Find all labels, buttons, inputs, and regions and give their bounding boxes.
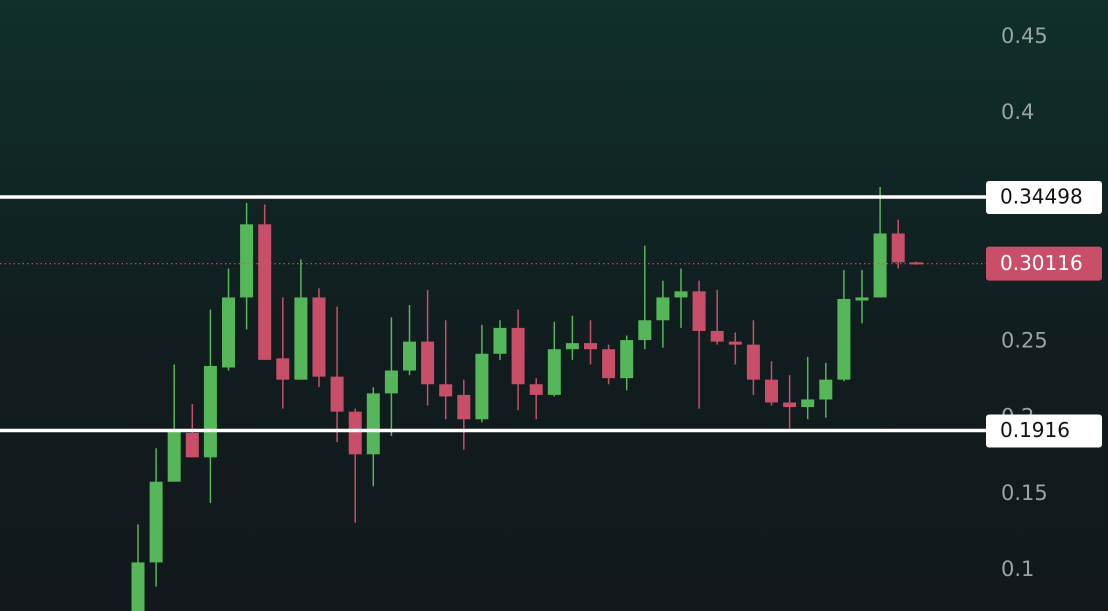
- candle-body: [312, 297, 326, 377]
- candle-body: [529, 384, 543, 395]
- candle-body: [131, 562, 145, 611]
- candle-body: [348, 411, 362, 455]
- candle-body: [384, 370, 398, 394]
- candle-body: [602, 349, 616, 379]
- candle-body: [366, 393, 380, 455]
- candle-body: [547, 349, 561, 395]
- candle-body: [203, 365, 217, 458]
- candle-body: [837, 298, 851, 380]
- candle-body: [584, 343, 597, 350]
- candle-body: [421, 341, 435, 385]
- candle-body: [873, 233, 887, 298]
- candle-body: [149, 481, 163, 563]
- candle-body: [819, 379, 833, 400]
- level-box: [986, 180, 1102, 214]
- candle-body: [692, 291, 706, 331]
- candle-body: [276, 358, 290, 380]
- y-tick-label: 0.25: [1001, 329, 1048, 353]
- candle-body: [167, 431, 181, 482]
- candle-body: [674, 291, 688, 298]
- level-box: [986, 414, 1102, 448]
- candle-body: [656, 297, 670, 321]
- y-tick-label: 0.15: [1001, 481, 1048, 505]
- candle-body: [783, 402, 797, 408]
- candle-body: [855, 297, 869, 301]
- candle-body: [439, 384, 453, 397]
- level-label: 0.1916: [1000, 418, 1070, 442]
- candle-body: [746, 344, 760, 380]
- candle-body: [330, 376, 344, 412]
- candle-body: [457, 394, 471, 420]
- candle-body: [475, 353, 489, 420]
- candle-body: [765, 379, 778, 403]
- candle-body: [728, 341, 742, 345]
- candle-body: [638, 320, 652, 341]
- y-tick-label: 0.1: [1001, 557, 1034, 581]
- candle-body: [240, 224, 254, 298]
- candle-body: [801, 399, 815, 408]
- candle-body: [258, 224, 272, 360]
- candle-body: [565, 343, 579, 350]
- candle-body: [185, 432, 199, 458]
- candle-body: [891, 233, 905, 263]
- last-price-box: [986, 246, 1102, 281]
- y-tick-label: 0.4: [1001, 100, 1034, 124]
- candle-body: [710, 330, 724, 342]
- candle-body: [620, 340, 634, 379]
- candle-body: [909, 262, 923, 265]
- candle-body: [403, 341, 416, 371]
- last-price-label: 0.30116: [1000, 251, 1083, 275]
- candle-body: [511, 327, 525, 385]
- candle-body: [222, 297, 235, 368]
- level-label: 0.34498: [1000, 184, 1083, 208]
- candle-body: [493, 327, 507, 354]
- candle-body: [294, 297, 308, 380]
- y-tick-label: 0.45: [1001, 24, 1048, 48]
